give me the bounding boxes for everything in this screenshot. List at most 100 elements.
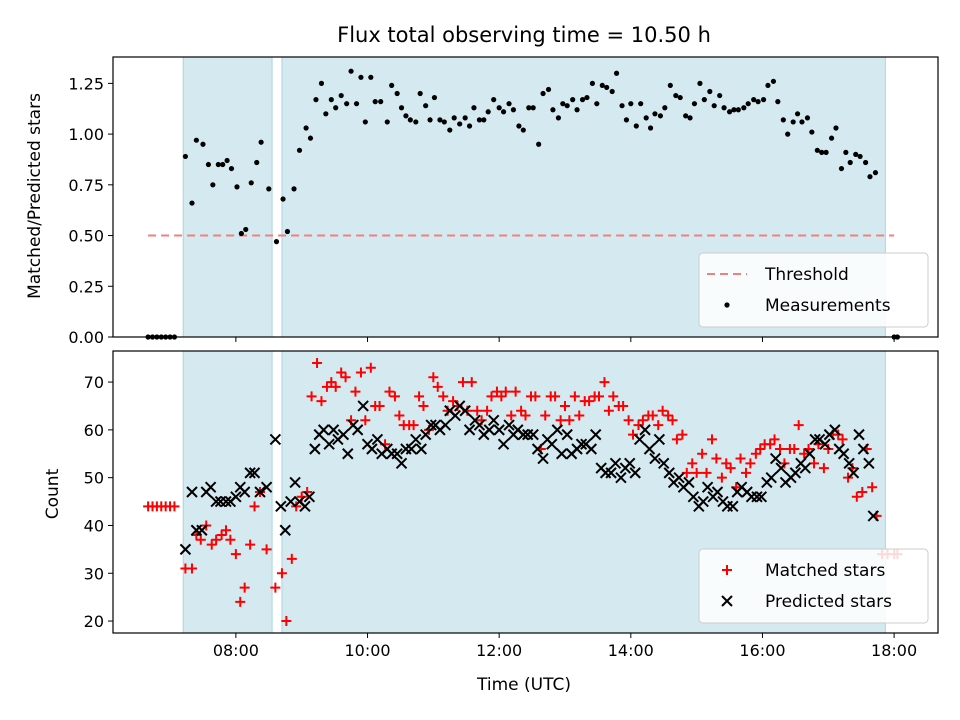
data-point: [785, 131, 791, 137]
data-point: [224, 157, 230, 164]
x-tick-label: 12:00: [476, 641, 522, 660]
predicted-star-point: [415, 443, 427, 455]
y-tick-label: 1.25: [68, 74, 104, 93]
matched-star-point: [394, 410, 405, 421]
predicted-star-point: [829, 424, 841, 436]
data-point: [741, 105, 747, 111]
matched-star-point: [789, 443, 800, 454]
matched-star-point: [594, 391, 605, 402]
data-point: [372, 99, 378, 105]
data-point: [210, 182, 216, 188]
data-point: [496, 105, 502, 111]
data-point: [643, 115, 649, 121]
data-point: [398, 105, 405, 111]
data-point: [516, 123, 522, 129]
predicted-star-point: [546, 438, 558, 450]
matched-star-point: [491, 386, 502, 397]
data-point: [794, 111, 801, 117]
matched-star-point: [312, 357, 323, 368]
legend-box: [698, 548, 929, 624]
predicted-star-point: [405, 443, 418, 455]
matched-star-point: [520, 410, 531, 421]
matched-star-point: [843, 472, 854, 483]
data-point: [437, 117, 443, 123]
data-point: [570, 97, 576, 103]
matched-star-point: [687, 458, 698, 469]
predicted-star-point: [663, 467, 675, 479]
data-point: [731, 107, 737, 113]
data-point: [254, 159, 260, 166]
matched-star-point: [559, 400, 570, 411]
matched-star-point: [657, 405, 668, 416]
data-point: [574, 107, 580, 113]
data-point: [717, 92, 723, 99]
data-point: [667, 82, 673, 89]
data-point: [599, 82, 605, 89]
data-point: [248, 180, 254, 186]
predicted-star-point: [186, 486, 198, 498]
data-point: [328, 97, 334, 103]
predicted-star-point: [244, 467, 256, 479]
matched-star-point: [336, 367, 347, 378]
matched-star-point: [216, 530, 227, 541]
predicted-star-point: [248, 467, 261, 479]
matched-star-point: [330, 381, 341, 392]
predicted-star-point: [487, 414, 500, 427]
data-point: [751, 97, 757, 103]
data-point: [389, 82, 395, 89]
matched-star-point: [603, 405, 614, 416]
data-point: [564, 103, 570, 109]
data-point: [500, 109, 507, 115]
matched-star-point: [516, 405, 527, 416]
matched-star-point: [220, 525, 231, 536]
matched-star-point: [321, 381, 332, 392]
matched-star-point: [725, 463, 736, 474]
matched-star-point: [711, 453, 722, 464]
y-tick-label: 20: [84, 612, 104, 631]
predicted-star-point: [371, 433, 384, 446]
data-point: [623, 117, 630, 123]
matched-star-point: [691, 467, 702, 478]
data-point: [189, 200, 195, 206]
matched-star-point: [697, 448, 708, 459]
matched-star-point: [716, 472, 727, 483]
predicted-star-point: [769, 452, 782, 465]
matched-star-point: [230, 549, 241, 560]
matched-star-point: [316, 396, 327, 407]
data-point: [333, 105, 339, 111]
data-point: [348, 68, 354, 74]
matched-star-point: [550, 391, 561, 402]
data-point: [378, 99, 384, 105]
matched-star-point: [206, 539, 217, 550]
data-point: [652, 111, 658, 117]
y-tick-label: 0.50: [68, 227, 104, 246]
data-point: [447, 127, 453, 133]
data-point: [481, 117, 487, 123]
bottom-series-0: [143, 357, 903, 627]
data-point: [579, 97, 586, 103]
data-point: [273, 239, 280, 245]
data-point: [423, 103, 429, 109]
matched-star-point: [306, 391, 317, 402]
data-point: [673, 92, 679, 99]
data-point: [280, 196, 286, 202]
x-tick-label: 08:00: [213, 641, 259, 660]
bottom-plot-panel: 20 30 40 50 60 70 08:00 10:00 12:00 14:00 16:00 18:…: [84, 350, 939, 660]
x-tick-label: 10:00: [344, 641, 390, 660]
data-point: [604, 84, 610, 91]
data-point: [441, 119, 447, 125]
predicted-star-point: [629, 467, 641, 479]
data-point: [838, 165, 845, 172]
matched-star-point: [457, 377, 468, 388]
predicted-star-point: [701, 481, 714, 493]
predicted-star-point: [551, 424, 564, 436]
matched-star-point: [574, 410, 585, 421]
matched-star-point: [249, 501, 260, 512]
data-point: [862, 159, 869, 166]
matched-star-point: [186, 563, 197, 574]
matched-star-point: [707, 434, 718, 445]
data-point: [619, 103, 625, 109]
matched-star-point: [857, 487, 868, 497]
predicted-star-point: [531, 443, 544, 455]
